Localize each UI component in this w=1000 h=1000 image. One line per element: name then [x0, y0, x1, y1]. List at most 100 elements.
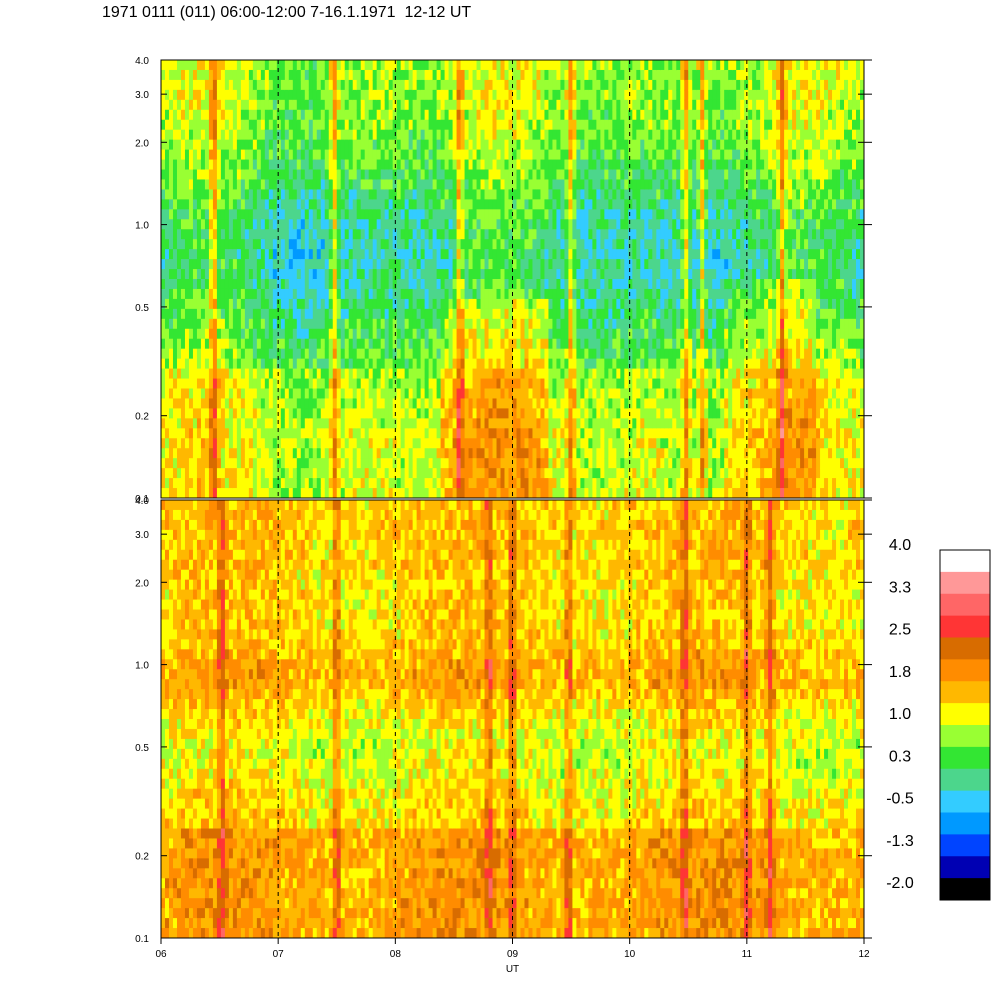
spectrogram-cell — [284, 159, 290, 171]
spectrogram-cell — [168, 79, 174, 91]
spectrogram-cell — [420, 438, 426, 449]
spectrogram-cell — [176, 69, 182, 81]
spectrogram-cell — [460, 279, 466, 290]
spectrogram-cell — [416, 398, 422, 409]
spectrogram-cell — [580, 169, 585, 181]
spectrogram-cell — [288, 199, 294, 210]
spectrogram-cell — [260, 229, 266, 240]
spectrogram-cell — [460, 468, 466, 479]
spectrogram-cell — [432, 358, 438, 370]
spectrogram-cell — [400, 189, 406, 200]
spectrogram-cell — [388, 358, 394, 370]
spectrogram-cell — [328, 60, 334, 71]
spectrogram-cell — [264, 358, 270, 370]
spectrogram-cell — [528, 239, 534, 250]
spectrogram-cell — [536, 468, 542, 479]
spectrogram-cell — [360, 288, 366, 300]
spectrogram-cell — [404, 298, 410, 310]
spectrogram-cell — [588, 79, 593, 91]
spectrogram-cell — [604, 229, 609, 240]
spectrogram-cell — [572, 428, 577, 439]
spectrogram-cell — [540, 418, 546, 429]
spectrogram-cell — [424, 279, 430, 290]
spectrogram-cell — [296, 438, 302, 449]
spectrogram-cell — [312, 348, 318, 360]
spectrogram-cell — [252, 279, 258, 290]
spectrogram-cell — [552, 428, 558, 439]
spectrogram-cell — [404, 259, 410, 270]
spectrogram-cell — [500, 69, 506, 81]
spectrogram-cell — [488, 408, 494, 419]
spectrogram-cell — [444, 279, 450, 290]
spectrogram-cell — [408, 149, 414, 161]
spectrogram-cell — [468, 348, 474, 360]
spectrogram-cell — [460, 159, 466, 171]
spectrogram-cell — [580, 79, 585, 91]
spectrogram-cell — [436, 179, 442, 190]
spectrogram-cell — [188, 109, 194, 121]
spectrogram-cell — [596, 348, 601, 360]
spectrogram-cell — [161, 448, 166, 459]
spectrogram-cell — [312, 458, 318, 469]
spectrogram-cell — [592, 478, 597, 489]
spectrogram-cell — [448, 79, 454, 91]
spectrogram-cell — [320, 358, 326, 370]
spectrogram-cell — [604, 199, 609, 210]
spectrogram-cell — [424, 478, 430, 489]
spectrogram-cell — [336, 209, 342, 220]
spectrogram-cell — [580, 428, 585, 439]
spectrogram-cell — [588, 189, 593, 200]
spectrogram-cell — [344, 328, 350, 340]
spectrogram-cell — [192, 448, 198, 459]
spectrogram-cell — [312, 488, 318, 498]
spectrogram-cell — [512, 279, 518, 290]
spectrogram-cell — [236, 408, 242, 419]
spectrogram-cell — [208, 338, 214, 350]
spectrogram-cell — [500, 378, 506, 390]
spectrogram-cell — [380, 199, 386, 210]
spectrogram-cell — [480, 488, 486, 498]
spectrogram-cell — [552, 438, 558, 449]
spectrogram-cell — [188, 279, 194, 290]
spectrogram-cell — [528, 89, 534, 101]
spectrogram-cell — [540, 99, 546, 111]
spectrogram-cell — [360, 229, 366, 240]
spectrogram-cell — [484, 318, 490, 330]
spectrogram-cell — [372, 229, 378, 240]
spectrogram-cell — [228, 69, 234, 81]
spectrogram-cell — [348, 249, 354, 260]
spectrogram-cell — [408, 398, 414, 409]
spectrogram-cell — [428, 269, 434, 280]
spectrogram-cell — [556, 288, 562, 300]
spectrogram-cell — [464, 438, 470, 449]
spectrogram-cell — [452, 169, 458, 181]
spectrogram-cell — [228, 89, 234, 101]
spectrogram-cell — [428, 89, 434, 101]
spectrogram-cell — [456, 60, 462, 71]
spectrogram-cell — [164, 308, 170, 320]
spectrogram-cell — [288, 279, 294, 290]
spectrogram-cell — [456, 69, 462, 81]
spectrogram-cell — [248, 448, 254, 459]
spectrogram-cell — [536, 159, 542, 171]
spectrogram-cell — [428, 318, 434, 330]
spectrogram-cell — [456, 348, 462, 360]
spectrogram-cell — [252, 368, 258, 380]
spectrogram-cell — [256, 418, 262, 429]
spectrogram-cell — [280, 418, 286, 429]
spectrogram-cell — [424, 239, 430, 250]
spectrogram-cell — [220, 219, 226, 230]
spectrogram-cell — [356, 159, 362, 171]
spectrogram-cell — [548, 259, 554, 270]
spectrogram-cell — [288, 458, 294, 469]
spectrogram-cell — [508, 468, 514, 479]
spectrogram-cell — [524, 478, 530, 489]
spectrogram-cell — [480, 428, 486, 439]
spectrogram-cell — [568, 358, 574, 370]
spectrogram-cell — [504, 159, 510, 171]
spectrogram-cell — [528, 149, 534, 161]
spectrogram-cell — [532, 119, 538, 131]
spectrogram-cell — [380, 259, 386, 270]
spectrogram-cell — [161, 408, 166, 419]
spectrogram-cell — [596, 219, 601, 230]
